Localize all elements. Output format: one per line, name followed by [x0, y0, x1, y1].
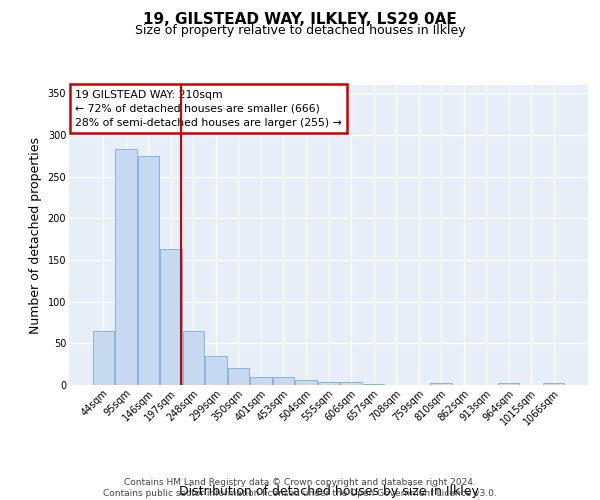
Bar: [498, 384, 520, 385]
Bar: [273, 376, 294, 385]
Bar: [182, 331, 204, 385]
Bar: [295, 380, 317, 385]
Bar: [115, 149, 137, 385]
Text: 19, GILSTEAD WAY, ILKLEY, LS29 0AE: 19, GILSTEAD WAY, ILKLEY, LS29 0AE: [143, 12, 457, 28]
Bar: [363, 384, 384, 385]
Text: Contains HM Land Registry data © Crown copyright and database right 2024.
Contai: Contains HM Land Registry data © Crown c…: [103, 478, 497, 498]
Bar: [160, 249, 182, 385]
Bar: [92, 331, 114, 385]
Bar: [340, 382, 362, 385]
X-axis label: Distribution of detached houses by size in Ilkley: Distribution of detached houses by size …: [179, 486, 478, 498]
Bar: [430, 382, 452, 385]
Y-axis label: Number of detached properties: Number of detached properties: [29, 136, 42, 334]
Text: Size of property relative to detached houses in Ilkley: Size of property relative to detached ho…: [134, 24, 466, 37]
Bar: [137, 156, 159, 385]
Bar: [318, 382, 339, 385]
Bar: [228, 368, 249, 385]
Bar: [250, 376, 272, 385]
Bar: [205, 356, 227, 385]
Text: 19 GILSTEAD WAY: 210sqm
← 72% of detached houses are smaller (666)
28% of semi-d: 19 GILSTEAD WAY: 210sqm ← 72% of detache…: [75, 90, 342, 128]
Bar: [543, 384, 565, 385]
